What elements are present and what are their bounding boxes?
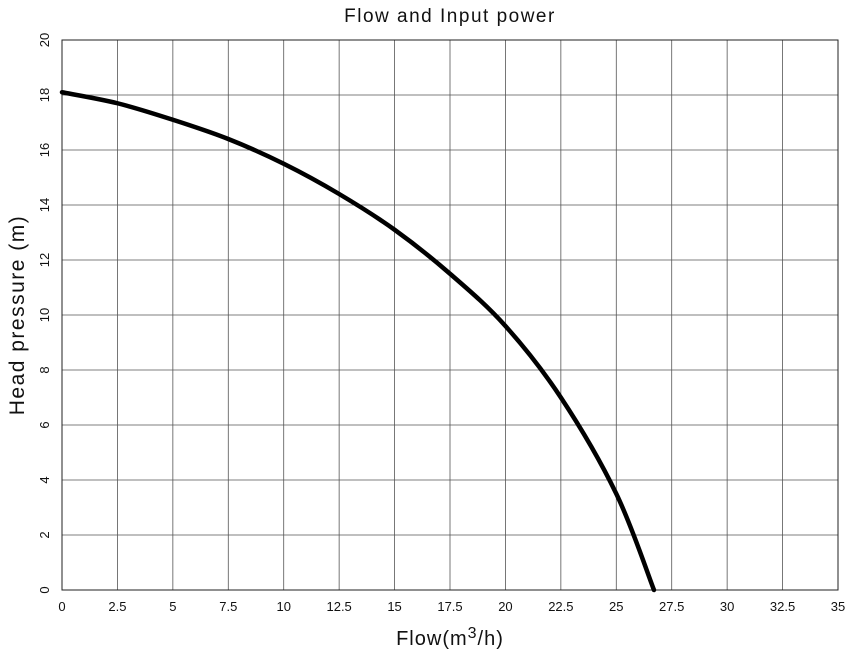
x-axis-label-suffix: /h) [478,628,504,650]
x-tick-label: 5 [169,599,176,614]
grid [61,39,839,591]
x-tick-label: 2.5 [108,599,126,614]
x-tick-label: 30 [720,599,734,614]
y-tick-label: 16 [37,143,52,157]
chart-title: Flow and Input power [344,6,556,27]
series-layer [59,90,657,593]
x-tick-label: 12.5 [326,599,351,614]
y-axis-label: Head pressure (m) [6,215,29,416]
y-tick-label: 20 [37,33,52,47]
x-tick-label: 25 [609,599,623,614]
y-tick-label: 12 [37,253,52,267]
x-tick-label: 0 [58,599,65,614]
x-tick-label: 22.5 [548,599,573,614]
series-line-head-curve [59,90,657,593]
x-tick-label: 17.5 [437,599,462,614]
y-tick-label: 4 [37,476,52,483]
x-tick-label: 10 [276,599,290,614]
x-tick-label: 35 [831,599,845,614]
tick-labels: 0 2.5 5 7.5 10 12.5 15 17.5 20 22.5 25 27.5 30 32.5 35… [37,33,845,614]
y-tick-label: 2 [37,531,52,538]
x-tick-label: 20 [498,599,512,614]
x-tick-label: 15 [387,599,401,614]
y-tick-label: 0 [37,586,52,593]
x-tick-label: 32.5 [770,599,795,614]
y-tick-label: 8 [37,366,52,373]
x-tick-label: 27.5 [659,599,684,614]
y-tick-label: 10 [37,308,52,322]
y-tick-label: 6 [37,421,52,428]
y-tick-label: 14 [37,198,52,212]
x-tick-label: 7.5 [219,599,237,614]
plot-frame [61,39,839,591]
x-axis-label: Flow(m3/h) [396,625,504,650]
y-tick-label: 18 [37,88,52,102]
x-axis-label-prefix: Flow(m [396,628,468,650]
x-axis-label-superscript: 3 [468,625,478,642]
